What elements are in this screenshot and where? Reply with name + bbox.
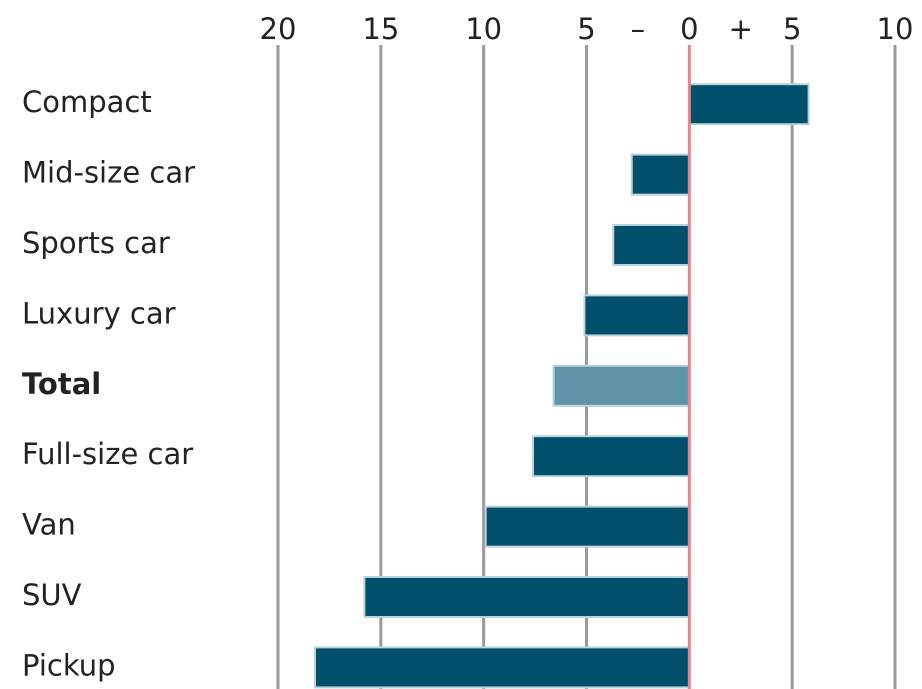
category-label: Compact bbox=[22, 85, 152, 119]
category-label: Luxury car bbox=[22, 296, 176, 330]
x-tick-label: 5 bbox=[577, 12, 595, 46]
bar bbox=[630, 153, 691, 196]
x-tick-label: 20 bbox=[260, 12, 297, 46]
bar bbox=[688, 83, 810, 126]
category-label: Van bbox=[22, 508, 76, 542]
category-label: Pickup bbox=[22, 648, 116, 682]
x-tick-label: 15 bbox=[362, 12, 399, 46]
category-label: Mid-size car bbox=[22, 156, 195, 190]
category-label: Full-size car bbox=[22, 437, 193, 471]
bar bbox=[612, 224, 691, 266]
x-tick-label: 10 bbox=[877, 12, 914, 46]
category-label: SUV bbox=[22, 578, 82, 612]
x-tick-label: 0 bbox=[680, 12, 698, 46]
bar bbox=[552, 364, 691, 407]
bar bbox=[484, 505, 691, 548]
category-label: Total bbox=[22, 367, 101, 401]
bar bbox=[532, 435, 691, 478]
x-tick-label: 5 bbox=[783, 12, 801, 46]
sign-label: – bbox=[631, 12, 646, 46]
category-label: Sports car bbox=[22, 226, 170, 260]
bar bbox=[314, 646, 691, 689]
bar bbox=[583, 294, 691, 337]
sign-label: + bbox=[729, 12, 753, 46]
x-tick-label: 10 bbox=[465, 12, 502, 46]
bar bbox=[363, 576, 691, 618]
